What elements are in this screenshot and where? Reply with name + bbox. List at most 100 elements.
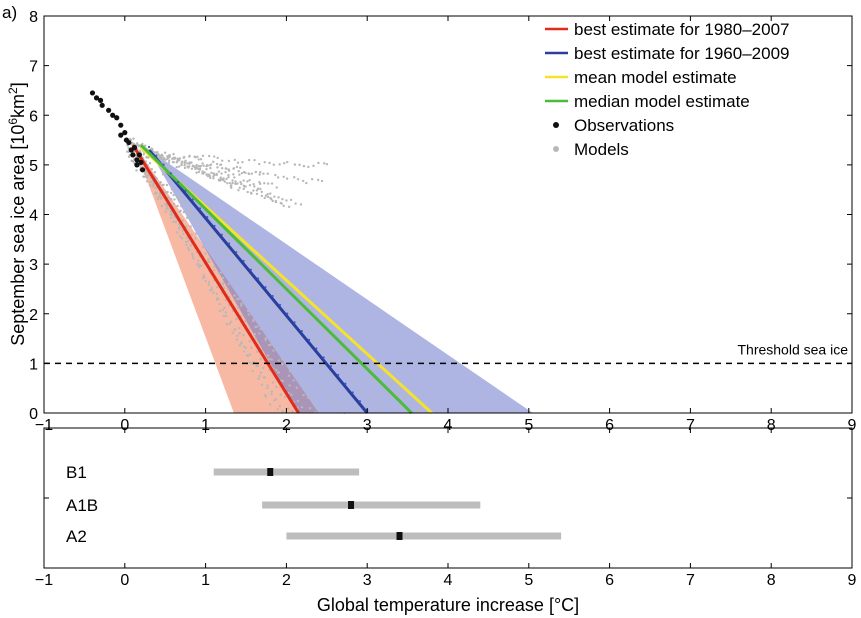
- model-point: [197, 170, 201, 174]
- model-point: [155, 191, 158, 195]
- model-point: [360, 389, 364, 392]
- model-point: [248, 353, 252, 356]
- model-point: [296, 399, 300, 403]
- model-point: [263, 181, 266, 185]
- y-axis-label-mid: km: [8, 94, 28, 118]
- model-point: [239, 180, 242, 184]
- model-point: [185, 207, 189, 210]
- model-point: [260, 194, 264, 198]
- model-point: [158, 192, 162, 195]
- model-point: [276, 312, 279, 315]
- y-tick-label: 2: [29, 307, 38, 324]
- x-tick-label: 1: [201, 572, 210, 589]
- model-point: [283, 318, 286, 322]
- model-point: [186, 240, 190, 243]
- model-point: [346, 353, 350, 356]
- model-point: [302, 164, 306, 168]
- model-point: [220, 264, 223, 267]
- model-point: [212, 177, 215, 180]
- estimate-dot: [191, 198, 194, 201]
- model-point: [266, 193, 269, 196]
- model-point: [299, 203, 303, 206]
- observation-point: [89, 90, 96, 96]
- model-point: [202, 274, 206, 277]
- model-point: [272, 349, 275, 352]
- model-point: [235, 317, 238, 321]
- model-point: [181, 219, 185, 222]
- model-point: [291, 304, 294, 307]
- model-point: [358, 367, 362, 370]
- model-point: [144, 171, 147, 174]
- observation-point: [131, 144, 138, 151]
- model-point: [238, 186, 241, 189]
- model-point: [334, 400, 337, 403]
- model-point: [151, 185, 155, 188]
- model-point: [220, 159, 224, 162]
- x-tick-label: 3: [363, 572, 372, 589]
- observation-point: [139, 167, 146, 173]
- model-point: [256, 268, 259, 271]
- model-point: [283, 395, 287, 399]
- model-scatter: [126, 137, 423, 414]
- model-point: [254, 300, 257, 304]
- model-point: [221, 276, 225, 280]
- uncertainty-bands: [132, 142, 533, 414]
- model-point: [258, 173, 261, 176]
- model-point: [320, 179, 324, 183]
- model-point: [258, 332, 261, 335]
- observation-point: [136, 152, 142, 158]
- model-point: [178, 157, 182, 160]
- model-point: [161, 154, 164, 158]
- model-point: [166, 204, 169, 208]
- observation-point: [118, 132, 124, 138]
- model-point: [240, 302, 243, 305]
- model-point: [281, 197, 284, 201]
- model-point: [202, 219, 205, 222]
- model-point: [287, 205, 291, 209]
- estimate-dot: [242, 259, 245, 263]
- estimate-dot: [344, 382, 347, 385]
- model-point: [221, 308, 225, 312]
- model-point: [126, 150, 129, 153]
- estimate-dot: [315, 347, 318, 350]
- model-point: [293, 163, 297, 166]
- model-point: [189, 207, 192, 210]
- legend: best estimate for 1980–2007 best estimate…: [545, 20, 789, 159]
- model-point: [204, 279, 207, 283]
- observation-point: [114, 115, 120, 121]
- model-point: [240, 171, 244, 175]
- model-point: [300, 405, 304, 409]
- model-point: [248, 183, 252, 187]
- model-point: [127, 155, 131, 158]
- model-point: [263, 376, 267, 379]
- model-point: [299, 339, 303, 342]
- model-point: [271, 303, 274, 306]
- model-point: [232, 173, 235, 176]
- model-point: [325, 337, 329, 341]
- model-point: [260, 383, 264, 387]
- model-point: [269, 192, 272, 195]
- model-point: [373, 381, 377, 384]
- model-point: [285, 177, 289, 180]
- model-point: [233, 262, 237, 265]
- y-axis-label-sup2: 2: [6, 87, 20, 94]
- model-point: [130, 159, 133, 163]
- model-point: [381, 377, 384, 381]
- model-point: [206, 164, 209, 167]
- model-point: [263, 196, 266, 200]
- model-point: [253, 285, 256, 288]
- model-point: [228, 269, 231, 273]
- y-tick-label: 6: [29, 108, 38, 125]
- model-point: [323, 162, 326, 165]
- model-point: [187, 248, 191, 252]
- model-point: [257, 264, 261, 268]
- model-point: [172, 202, 176, 206]
- estimate-dot: [249, 268, 252, 271]
- model-point: [303, 318, 306, 321]
- model-point: [276, 176, 280, 179]
- model-point: [416, 410, 419, 413]
- model-point: [242, 272, 245, 276]
- model-point: [186, 246, 190, 250]
- estimate-line-1: [147, 149, 369, 414]
- model-point: [239, 342, 243, 345]
